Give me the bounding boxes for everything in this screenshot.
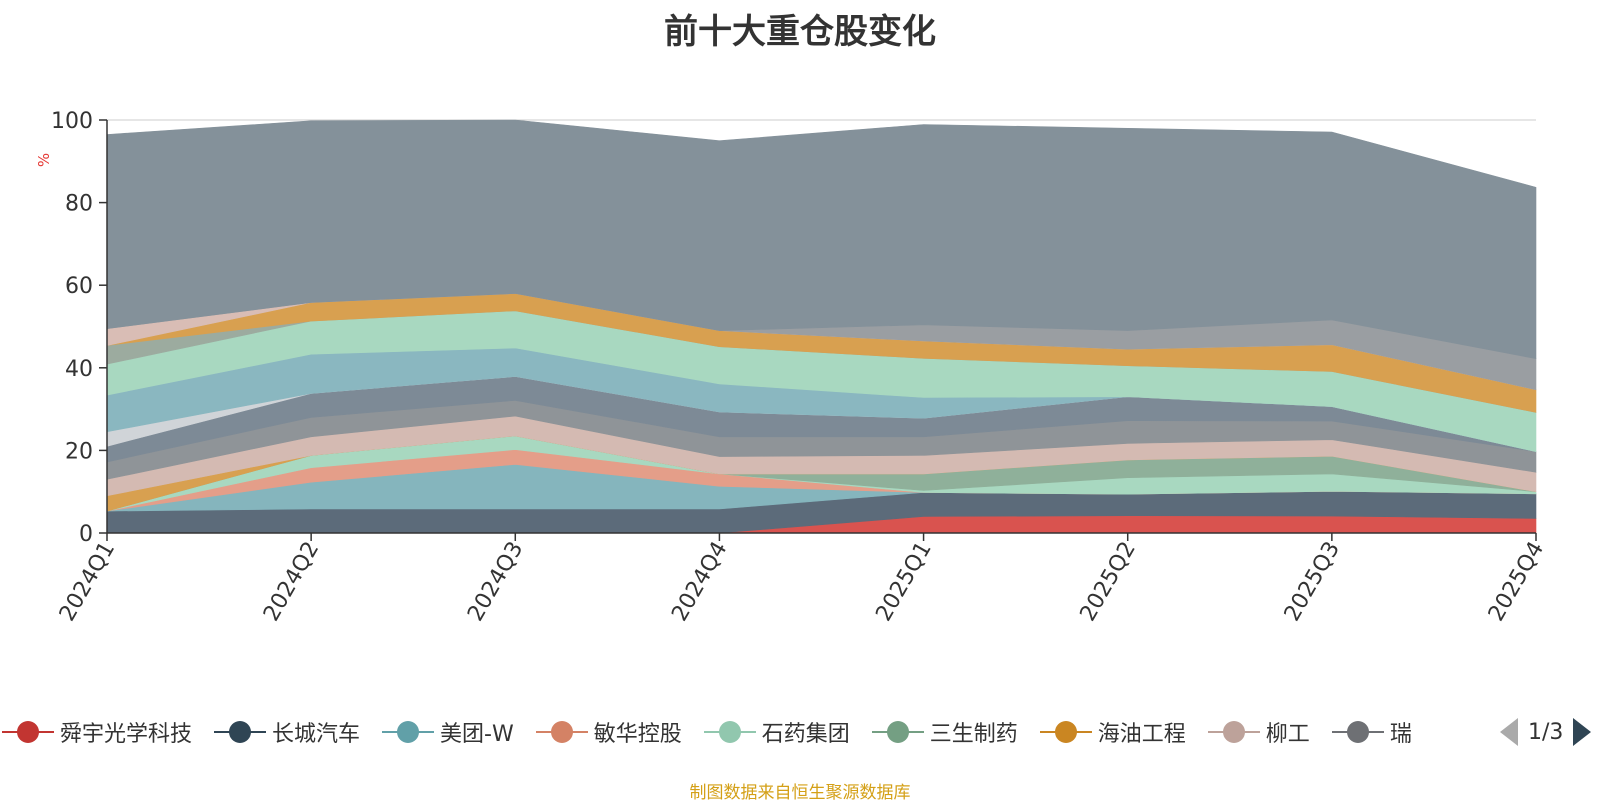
x-tick-label: 2025Q3 — [1280, 538, 1345, 626]
legend-item[interactable]: 石药集团 — [702, 715, 850, 749]
legend-marker-icon — [1206, 717, 1262, 747]
x-tick-label: 2024Q3 — [463, 538, 528, 626]
legend-label: 长城汽车 — [272, 722, 361, 747]
legend-marker-icon — [702, 717, 758, 747]
legend-pager: 1/3 — [1500, 715, 1592, 749]
y-tick-label: 40 — [65, 357, 93, 382]
pager-text: 1/3 — [1528, 719, 1564, 745]
legend-marker-icon — [380, 717, 436, 747]
legend-label: 石药集团 — [761, 722, 850, 747]
y-axis-label: % — [35, 153, 53, 167]
legend-marker-icon — [870, 717, 926, 747]
legend-label: 舜宇光学科技 — [60, 722, 193, 747]
x-tick-label: 2024Q1 — [55, 538, 120, 626]
pager-next-icon[interactable] — [1573, 718, 1592, 746]
legend-item[interactable]: 舜宇光学科技 — [0, 715, 192, 749]
legend-marker-icon — [1038, 717, 1094, 747]
x-tick-label: 2024Q2 — [259, 538, 324, 626]
x-tick-label: 2024Q4 — [667, 538, 732, 626]
y-tick-label: 0 — [79, 522, 93, 547]
chart-title: 前十大重仓股变化 — [664, 12, 936, 52]
x-tick-label: 2025Q1 — [871, 538, 936, 626]
legend-marker-icon — [0, 717, 56, 747]
legend-label: 敏华控股 — [593, 722, 682, 747]
y-tick-label: 80 — [65, 192, 93, 217]
legend-label: 美团-W — [440, 722, 514, 747]
legend-item[interactable]: 三生制药 — [870, 715, 1018, 749]
legend-marker-icon — [534, 717, 590, 747]
axes — [106, 120, 1536, 534]
legend-marker-icon — [1330, 717, 1386, 747]
legend-item[interactable]: 海油工程 — [1038, 715, 1186, 749]
stacked-areas — [106, 119, 1537, 534]
y-tick-label: 100 — [51, 109, 93, 134]
area-series-18[interactable] — [106, 119, 1537, 360]
legend-item[interactable]: 柳工 — [1206, 715, 1310, 749]
legend-label: 海油工程 — [1097, 722, 1186, 747]
legend-item[interactable]: 长城汽车 — [212, 715, 360, 749]
y-tick-label: 20 — [65, 439, 93, 464]
y-tick-label: 60 — [65, 274, 93, 299]
legend-marker-icon — [212, 717, 268, 747]
y-tick-labels: 0 20 40 60 80 100 — [51, 109, 107, 547]
legend-label: 三生制药 — [929, 722, 1018, 747]
source-note: 制图数据来自恒生聚源数据库 — [689, 783, 911, 803]
legend-item[interactable]: 瑞 — [1330, 715, 1412, 749]
x-tick-label: 2025Q2 — [1076, 538, 1141, 626]
legend: 舜宇光学科技 长城汽车 美团-W 敏华控股 石药集团 三生制药 海油工程 柳工 瑞 — [0, 715, 1600, 749]
x-tick-label: 2025Q4 — [1484, 538, 1549, 626]
legend-label: 瑞 — [1389, 722, 1412, 747]
legend-items: 舜宇光学科技 长城汽车 美团-W 敏华控股 石药集团 三生制药 海油工程 柳工 瑞 — [0, 715, 1480, 749]
pager-prev-icon[interactable] — [1500, 718, 1518, 746]
legend-item[interactable]: 美团-W — [380, 715, 514, 749]
x-tick-labels: 2024Q1 2024Q2 2024Q3 2024Q4 2025Q1 2025Q2 2025… — [55, 533, 1549, 626]
legend-item[interactable]: 敏华控股 — [534, 715, 682, 749]
legend-label: 柳工 — [1265, 722, 1310, 747]
